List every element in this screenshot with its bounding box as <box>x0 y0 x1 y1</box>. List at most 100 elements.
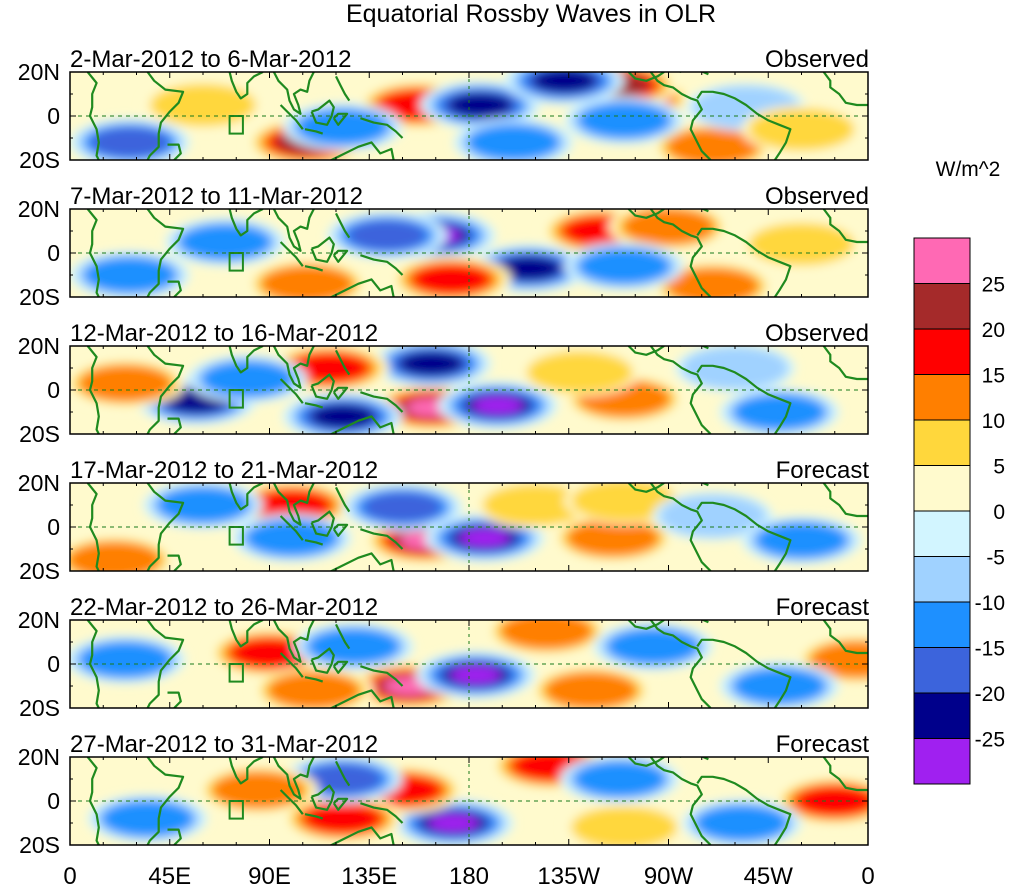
coastline <box>310 784 335 811</box>
y-tick-label: 0 <box>47 514 60 540</box>
coastline <box>649 757 712 845</box>
coastline <box>304 128 324 135</box>
y-tick-label: 0 <box>47 377 60 403</box>
coastline <box>822 346 868 381</box>
colorbar-tick-label: -10 <box>975 592 1005 615</box>
coastline <box>228 757 264 785</box>
anomaly-field <box>70 483 868 571</box>
x-tick-label: 45E <box>148 863 191 890</box>
panel-ticks <box>69 71 869 161</box>
coastline <box>696 227 792 297</box>
anomaly-contour <box>748 223 855 266</box>
panel-ticks <box>69 756 869 846</box>
x-tick-label: 135W <box>537 863 600 890</box>
panel-ticks <box>69 345 869 435</box>
x-axis: 0 45E 90E 135E 180 135W 90W 45W 0 <box>63 863 874 890</box>
coastline <box>146 72 185 160</box>
anomaly-contour <box>303 803 382 834</box>
coastline <box>310 373 335 400</box>
colorbar-tick-label: -15 <box>975 638 1005 661</box>
coastline <box>228 209 264 237</box>
anomaly-contour <box>212 772 305 808</box>
coastline <box>320 415 395 434</box>
coastline <box>272 483 315 526</box>
panel-date-range: 17-Mar-2012 to 21-Mar-2012 <box>70 457 378 484</box>
colorbar-bin <box>913 510 971 557</box>
coastline <box>279 652 304 678</box>
coastline <box>167 280 182 297</box>
y-tick-label: 20N <box>18 333 60 359</box>
coastline <box>167 691 182 708</box>
panel-status: Observed <box>765 320 869 347</box>
panel-ticks <box>69 208 869 298</box>
coastline <box>320 141 395 160</box>
coastline <box>822 620 868 655</box>
coastline <box>335 212 351 239</box>
panel-stack: 20N 0 20S 2-Mar-2012 to 6-Mar-2012 Observed 2… <box>18 46 870 858</box>
coastline <box>304 539 324 546</box>
anomaly-contour <box>179 224 272 260</box>
x-tick-label: 45W <box>744 863 794 890</box>
colorbar-tick-label: 25 <box>982 274 1005 297</box>
anomaly-contour <box>363 492 442 523</box>
colorbar: W/m^2 25 20 15 10 5 0 -5 -10 -15 -20 -25 <box>913 158 1005 785</box>
x-tick-label: 90W <box>644 863 694 890</box>
coastline <box>335 623 351 650</box>
coastline <box>320 826 395 845</box>
anomaly-contour <box>573 761 666 797</box>
coastline <box>649 72 712 160</box>
anomaly-contour <box>303 764 382 794</box>
anomaly-contour <box>544 672 637 708</box>
panel-date-range: 2-Mar-2012 to 6-Mar-2012 <box>70 46 351 73</box>
anomaly-contour <box>810 641 868 678</box>
x-tick-label: 135E <box>341 863 397 890</box>
coastline <box>649 483 712 571</box>
colorbar-bin <box>913 692 971 739</box>
colorbar-bin <box>913 419 971 466</box>
panel-status: Forecast <box>776 731 870 758</box>
y-tick-label: 20S <box>19 147 60 173</box>
coastlines <box>86 757 868 845</box>
coastline <box>332 112 349 126</box>
coastline <box>822 757 868 792</box>
anomaly-contour <box>450 666 501 684</box>
anomaly-contour <box>307 628 400 665</box>
index-region-box <box>228 800 244 820</box>
anomaly-contour <box>666 268 759 297</box>
colorbar-tick-label: 10 <box>982 410 1005 433</box>
coastline <box>228 346 264 374</box>
coastline <box>279 515 304 541</box>
panel-4: 20N 0 20S 17-Mar-2012 to 21-Mar-2012 Forecas… <box>18 457 870 584</box>
index-region-box <box>228 526 244 546</box>
panel-3: 20N 0 20S 12-Mar-2012 to 16-Mar-2012 Observe… <box>18 320 869 447</box>
coastline <box>167 417 182 434</box>
coastline <box>320 278 395 297</box>
coastline <box>146 346 185 434</box>
colorbar-tick-label: -20 <box>975 683 1005 706</box>
coastline <box>649 346 712 434</box>
coastline <box>304 402 324 409</box>
x-tick-label: 180 <box>449 863 489 890</box>
coastline <box>167 554 182 571</box>
colorbar-tick-label: -25 <box>975 729 1005 752</box>
y-tick-label: 20S <box>19 284 60 310</box>
anomaly-contour <box>606 628 699 665</box>
anomaly-contour <box>755 522 848 559</box>
coastline <box>696 90 792 160</box>
coastline <box>332 660 349 674</box>
y-tick-label: 0 <box>47 240 60 266</box>
panel-status: Observed <box>765 183 869 210</box>
anomaly-contour <box>252 490 331 520</box>
anomaly-field <box>70 620 868 708</box>
y-tick-label: 20S <box>19 421 60 447</box>
anomaly-contour <box>666 128 759 160</box>
anomaly-contour <box>467 124 560 160</box>
coastline <box>360 528 404 550</box>
coastline <box>627 72 665 82</box>
colorbar-tick-label: 5 <box>993 456 1005 479</box>
colorbar-bins <box>913 237 971 785</box>
coastline <box>228 620 264 648</box>
anomaly-blobs <box>70 346 840 434</box>
coastline <box>822 209 868 244</box>
y-tick-label: 20S <box>19 695 60 721</box>
